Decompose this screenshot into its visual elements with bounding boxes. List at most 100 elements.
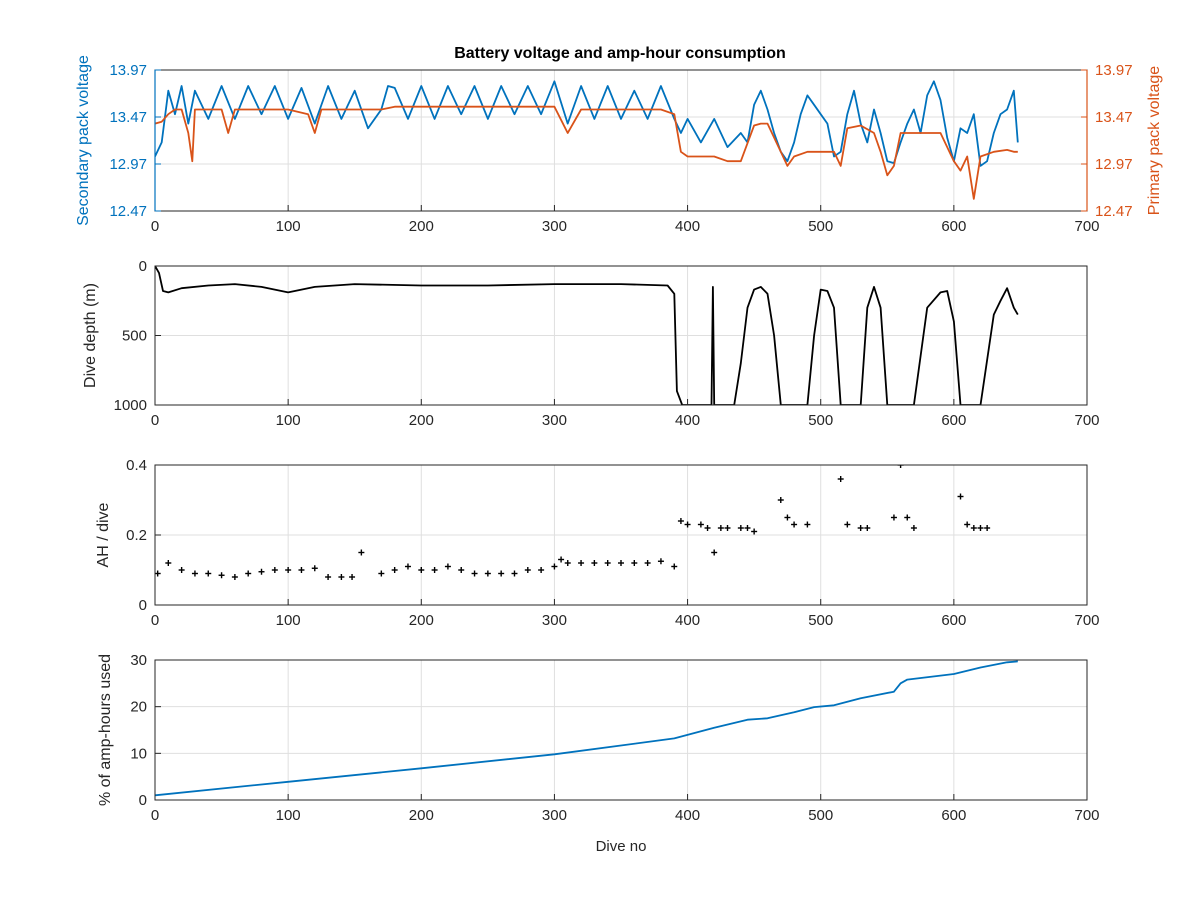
data-point (155, 570, 161, 577)
x-tick-label: 600 (941, 612, 966, 629)
data-point (551, 563, 558, 570)
x-tick-label: 600 (941, 807, 966, 824)
data-point (165, 560, 172, 566)
x-tick-label: 0 (151, 612, 159, 629)
data-point (231, 574, 238, 580)
x-tick-label: 500 (808, 807, 833, 824)
x-axis-label: Dive no (596, 838, 647, 855)
panel-2: 0 100 200 300 400 500 600 700 0 500 1000 Dive depth… (82, 258, 1100, 429)
data-point (791, 521, 798, 528)
data-point (205, 570, 212, 577)
data-point (498, 570, 505, 577)
x-tick-label: 300 (542, 218, 567, 235)
data-point (984, 525, 991, 531)
data-point (704, 525, 711, 531)
data-point (431, 567, 438, 573)
data-point (904, 514, 911, 521)
x-tick-label: 100 (276, 412, 301, 429)
y-tick-label: 0 (139, 792, 147, 809)
series-group (155, 465, 991, 580)
x-tick-label: 300 (542, 807, 567, 824)
y-tick-label: 0.2 (126, 527, 147, 544)
y-right-tick-label: 13.47 (1095, 109, 1133, 126)
data-point (271, 567, 278, 573)
x-tick-label: 700 (1074, 612, 1099, 629)
data-point (717, 525, 724, 531)
data-point (890, 514, 897, 521)
data-point (471, 570, 478, 577)
series-line-1 (155, 660, 1018, 797)
x-tick-label: 100 (276, 612, 301, 629)
data-point (458, 567, 465, 573)
data-point (970, 525, 977, 531)
y-tick-label: 13.47 (109, 109, 147, 126)
data-point (218, 572, 225, 579)
data-point (349, 574, 356, 580)
panel-3: 0 100 200 300 400 500 600 700 0 0.2 0.4 AH / dive (95, 457, 1100, 629)
x-tick-label: 0 (151, 412, 159, 429)
data-point (285, 567, 292, 573)
y-axis-label: % of amp-hours used (97, 654, 114, 806)
x-tick-label: 0 (151, 218, 159, 235)
x-tick-label: 200 (409, 807, 434, 824)
y-tick-label: 13.97 (109, 62, 147, 79)
data-point (564, 560, 571, 566)
data-point (857, 525, 864, 531)
y-tick-label: 30 (130, 652, 147, 669)
data-point (178, 567, 185, 573)
data-point (558, 556, 565, 563)
x-tick-label: 500 (808, 218, 833, 235)
y-right-axis-label: Primary pack voltage (1146, 66, 1163, 215)
data-point (618, 560, 624, 566)
data-point (484, 570, 491, 577)
chart-title: Battery voltage and amp-hour consumption (454, 45, 786, 62)
series-group (155, 660, 1018, 797)
data-point (191, 570, 198, 577)
data-point (325, 574, 332, 580)
y-right-tick-label: 12.47 (1095, 203, 1133, 220)
data-point (677, 518, 684, 524)
data-point (604, 560, 611, 566)
x-tick-label: 300 (542, 612, 567, 629)
y-tick-label: 0 (139, 597, 147, 614)
y-tick-label: 1000 (114, 397, 147, 414)
data-point (897, 465, 904, 468)
y-axis-label: Secondary pack voltage (75, 55, 92, 226)
y-tick-label: 20 (130, 699, 147, 716)
y-tick-label: 500 (122, 328, 147, 345)
data-point (258, 568, 265, 575)
y-tick-label: 0 (139, 258, 147, 275)
data-point (524, 567, 531, 573)
x-tick-label: 200 (409, 412, 434, 429)
data-point (957, 493, 964, 500)
x-tick-label: 700 (1074, 807, 1099, 824)
x-tick-label: 400 (675, 218, 700, 235)
data-point (591, 560, 598, 566)
data-point (391, 567, 398, 573)
y-tick-label: 12.47 (109, 203, 147, 220)
x-tick-label: 600 (941, 218, 966, 235)
x-tick-label: 700 (1074, 218, 1099, 235)
x-tick-label: 500 (808, 412, 833, 429)
data-point (298, 567, 305, 573)
data-point (404, 563, 411, 570)
data-point (804, 521, 811, 528)
data-point (844, 521, 851, 528)
y-right-tick-label: 13.97 (1095, 62, 1133, 79)
y-tick-label: 0.4 (126, 457, 147, 474)
x-tick-label: 500 (808, 612, 833, 629)
data-point (358, 549, 365, 556)
y-axis-label: AH / dive (95, 502, 112, 567)
data-point (737, 525, 744, 531)
data-point (711, 549, 718, 556)
data-point (671, 563, 678, 570)
data-point (777, 497, 784, 503)
x-tick-label: 700 (1074, 412, 1099, 429)
data-point (511, 570, 518, 577)
data-point (744, 525, 751, 531)
x-tick-label: 100 (276, 807, 301, 824)
x-tick-label: 200 (409, 218, 434, 235)
x-tick-label: 100 (276, 218, 301, 235)
data-point (644, 560, 651, 566)
